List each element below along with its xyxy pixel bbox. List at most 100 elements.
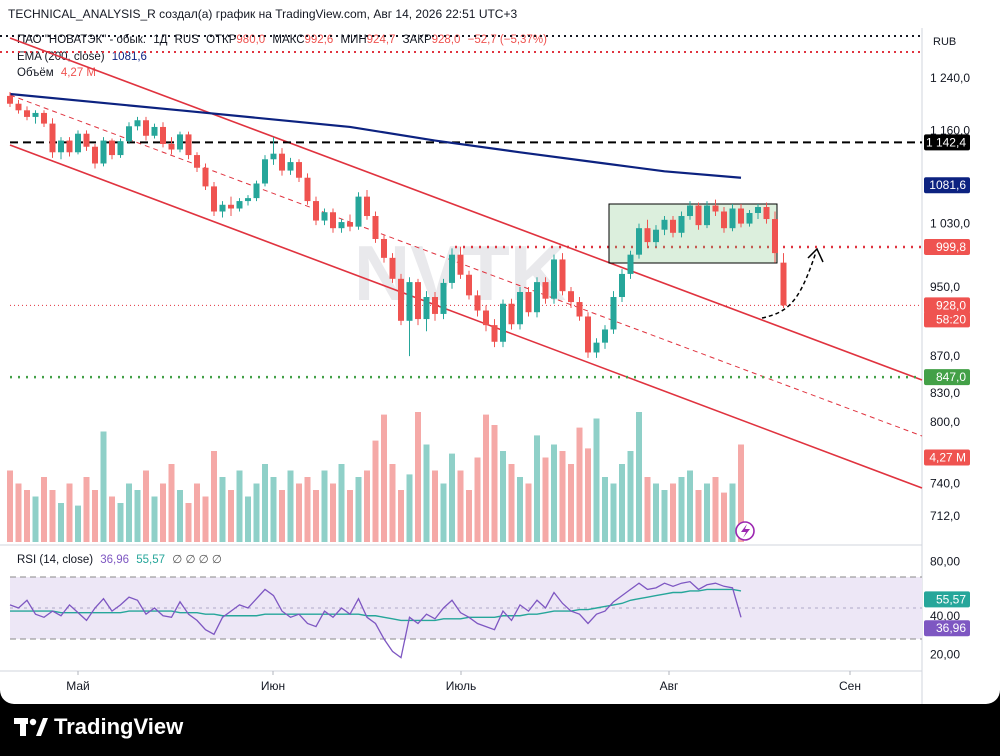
ema-value: 1081,6 (111, 51, 147, 63)
price-chart[interactable]: NVTK 1 240,01 160,01 030,0950,0870,0830,… (0, 0, 1000, 704)
currency-label[interactable]: RUB (933, 36, 957, 48)
candle-body (117, 141, 124, 156)
volume-bar (585, 448, 591, 542)
volume-bar (92, 490, 98, 542)
volume-bar (228, 490, 234, 542)
candle-body (134, 120, 141, 127)
rsi-ma-marker-bg (924, 591, 970, 608)
rsi-legend[interactable]: RSI (14, close) 36,96 55,57 ∅ ∅ ∅ ∅ (17, 552, 222, 566)
volume-bar (636, 412, 642, 542)
volume-bar (449, 453, 455, 542)
rsi-tick-label: 20,00 (930, 648, 960, 662)
candle-body (542, 282, 549, 299)
candle-body (126, 126, 132, 142)
volume-marker: 4,27 M (929, 451, 966, 465)
volume-bar (194, 483, 200, 542)
volume-value: 4,27 M (60, 67, 97, 79)
candle-body (15, 103, 22, 111)
candle-body (338, 222, 345, 229)
volume-bar (347, 490, 353, 542)
ema-200-line (9, 92, 742, 179)
rsi-marker: 36,96 (936, 621, 966, 635)
price-marker: 847,0 (936, 370, 966, 384)
tradingview-footer[interactable]: TradingView (14, 714, 183, 740)
volume-bar (168, 464, 175, 542)
volume-bar (296, 483, 302, 542)
price-marker-bg (924, 238, 970, 255)
price-tick-label: 1 030,0 (930, 217, 970, 231)
candle-body (687, 205, 693, 217)
volume-bar (100, 431, 107, 542)
time-axis-label: Июн (261, 679, 285, 693)
candle-body (287, 162, 294, 171)
volume-bar (109, 496, 115, 542)
candle-body (670, 219, 676, 233)
volume-bar (253, 483, 260, 542)
candle-body (347, 222, 353, 227)
candle-body (568, 291, 574, 303)
candle-body (449, 254, 455, 283)
volume-bar (41, 477, 47, 542)
candle-body (432, 297, 438, 314)
volume-bar (355, 477, 362, 542)
candle-body (474, 295, 481, 311)
candle-body (500, 303, 506, 342)
candle-body (483, 310, 489, 326)
candle-body (653, 229, 659, 243)
candle-body (168, 143, 175, 150)
lightning-bolt-icon (741, 524, 750, 538)
candle-body (228, 204, 234, 209)
volume-bar (551, 444, 557, 542)
candle-body (296, 162, 302, 178)
volume-bar (211, 451, 217, 542)
volume-bar (58, 503, 64, 542)
price-marker: 928,0 (936, 298, 966, 312)
volume-bar (202, 496, 209, 542)
time-axis-label: Сен (839, 679, 861, 693)
candle-body (151, 126, 158, 136)
volume-bar (695, 490, 702, 542)
volume-bar (644, 477, 651, 542)
volume-bar (491, 425, 498, 542)
volume-bar (262, 464, 268, 542)
volume-bar (721, 492, 727, 542)
candle-body (576, 302, 583, 317)
candle-body (619, 273, 625, 298)
candle-body (83, 133, 90, 147)
volume-bar (160, 483, 166, 542)
volume-bar (177, 490, 183, 542)
volume-bar (15, 483, 22, 542)
volume-legend[interactable]: Объём 4,27 M (17, 67, 96, 79)
rsi-tick-label: 80,00 (930, 555, 960, 569)
candle-body (185, 134, 192, 156)
candle-body (508, 303, 515, 325)
candle-body (636, 228, 642, 255)
price-marker: 1081,6 (929, 178, 966, 192)
candle-body (610, 297, 617, 330)
rsi-extra: ∅ ∅ ∅ ∅ (172, 554, 222, 566)
candle-body (457, 254, 464, 275)
volume-label: Объём (17, 67, 54, 79)
volume-bar (483, 414, 489, 542)
candle-body (92, 146, 98, 164)
time-axis-label: Май (66, 679, 90, 693)
volume-bar (466, 490, 472, 542)
volume-bar (245, 496, 251, 542)
candle-body (398, 278, 404, 321)
candle-body (253, 183, 260, 199)
candle-body (415, 282, 421, 320)
volume-bar (576, 427, 583, 542)
volume-bar (729, 483, 736, 542)
volume-bar (602, 477, 608, 542)
volume-bar (517, 477, 523, 542)
candle-body (355, 196, 362, 227)
volume-bar (117, 503, 124, 542)
volume-bar (364, 470, 370, 542)
tradingview-brand: TradingView (54, 714, 184, 739)
price-marker-bg (924, 369, 970, 386)
candle-body (202, 167, 209, 187)
volume-bar (474, 457, 481, 542)
candle-body (780, 262, 787, 306)
channel-upper-line (9, 37, 923, 381)
volume-bar (7, 470, 13, 542)
